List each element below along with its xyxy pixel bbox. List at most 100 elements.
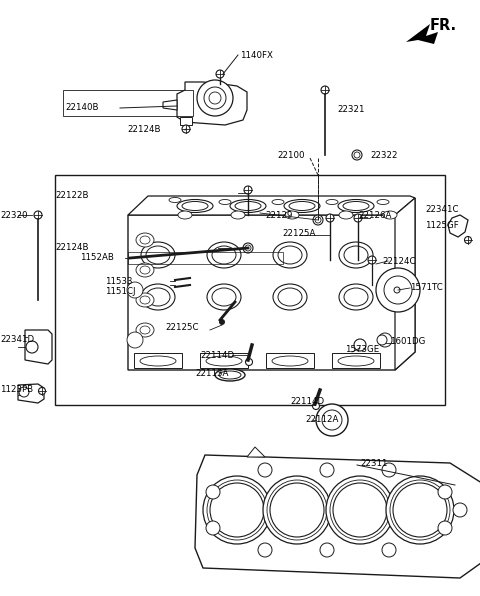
Ellipse shape	[273, 242, 307, 268]
Circle shape	[354, 152, 360, 158]
Text: 22100: 22100	[277, 151, 304, 160]
Circle shape	[378, 333, 392, 347]
Bar	[200, 353, 248, 368]
Ellipse shape	[235, 201, 261, 210]
Text: 22129: 22129	[265, 210, 292, 219]
Circle shape	[320, 463, 334, 477]
Ellipse shape	[140, 236, 150, 244]
Polygon shape	[25, 330, 52, 364]
Ellipse shape	[289, 201, 315, 210]
Circle shape	[393, 483, 447, 537]
Polygon shape	[128, 198, 415, 370]
Ellipse shape	[136, 263, 154, 277]
Ellipse shape	[206, 356, 242, 366]
Ellipse shape	[140, 356, 176, 366]
Circle shape	[34, 211, 42, 219]
Circle shape	[206, 521, 220, 535]
Text: 22341C: 22341C	[425, 206, 458, 215]
Ellipse shape	[339, 242, 373, 268]
Ellipse shape	[272, 200, 284, 204]
Circle shape	[243, 243, 253, 253]
Circle shape	[377, 335, 387, 345]
Ellipse shape	[182, 201, 208, 210]
Text: 22114D: 22114D	[290, 398, 324, 406]
Ellipse shape	[212, 288, 236, 306]
Circle shape	[321, 86, 329, 94]
Ellipse shape	[177, 200, 213, 213]
Circle shape	[209, 92, 221, 104]
Circle shape	[216, 70, 224, 78]
Polygon shape	[128, 196, 415, 215]
Text: 22140B: 22140B	[65, 104, 98, 113]
Circle shape	[312, 402, 320, 409]
Ellipse shape	[146, 246, 170, 264]
Text: 1601DG: 1601DG	[390, 337, 425, 346]
Circle shape	[38, 387, 46, 395]
Text: 22320: 22320	[0, 210, 27, 219]
Circle shape	[438, 485, 452, 499]
Circle shape	[315, 217, 321, 223]
Text: 1573GE: 1573GE	[345, 346, 379, 355]
Circle shape	[322, 410, 342, 430]
Circle shape	[206, 485, 220, 499]
Text: 22125C: 22125C	[165, 324, 199, 333]
Polygon shape	[177, 82, 247, 125]
Text: 22112A: 22112A	[305, 415, 338, 424]
Ellipse shape	[136, 323, 154, 337]
Ellipse shape	[278, 246, 302, 264]
Circle shape	[394, 287, 400, 293]
Circle shape	[465, 237, 471, 244]
Ellipse shape	[141, 284, 175, 310]
Bar	[180, 117, 192, 125]
Bar	[332, 353, 380, 368]
Ellipse shape	[278, 288, 302, 306]
Text: 22341D: 22341D	[0, 336, 34, 344]
Ellipse shape	[136, 293, 154, 307]
Ellipse shape	[140, 326, 150, 334]
Ellipse shape	[272, 356, 308, 366]
Ellipse shape	[146, 288, 170, 306]
Ellipse shape	[136, 233, 154, 247]
Text: 22321: 22321	[337, 105, 364, 114]
Circle shape	[210, 483, 264, 537]
Bar	[128, 252, 283, 264]
Circle shape	[263, 476, 331, 544]
Polygon shape	[247, 447, 265, 457]
Ellipse shape	[141, 242, 175, 268]
Circle shape	[352, 150, 362, 160]
Text: 1152AB: 1152AB	[80, 253, 114, 262]
Ellipse shape	[338, 356, 374, 366]
Ellipse shape	[285, 211, 299, 219]
Text: 22124C: 22124C	[382, 257, 416, 266]
Text: 1140FX: 1140FX	[240, 51, 273, 60]
Text: 11533: 11533	[105, 278, 132, 287]
Ellipse shape	[339, 284, 373, 310]
Circle shape	[326, 214, 334, 222]
Ellipse shape	[377, 200, 389, 204]
Circle shape	[203, 476, 271, 544]
Circle shape	[219, 319, 225, 325]
Bar	[134, 353, 182, 368]
Circle shape	[127, 282, 143, 298]
Ellipse shape	[169, 197, 181, 203]
Ellipse shape	[207, 242, 241, 268]
Circle shape	[316, 404, 348, 436]
Ellipse shape	[178, 211, 192, 219]
Text: 22114D: 22114D	[200, 350, 234, 359]
Circle shape	[26, 341, 38, 353]
Ellipse shape	[344, 246, 368, 264]
Circle shape	[368, 256, 376, 264]
Ellipse shape	[344, 288, 368, 306]
Ellipse shape	[215, 369, 245, 381]
Text: 1571TC: 1571TC	[410, 284, 443, 293]
Circle shape	[320, 543, 334, 557]
Text: 1125GF: 1125GF	[425, 221, 459, 229]
Ellipse shape	[273, 284, 307, 310]
Circle shape	[19, 387, 29, 397]
Text: 22124B: 22124B	[127, 126, 160, 135]
Circle shape	[326, 476, 394, 544]
Circle shape	[258, 463, 272, 477]
Text: 22113A: 22113A	[195, 368, 228, 377]
Circle shape	[376, 268, 420, 312]
Ellipse shape	[140, 296, 150, 304]
